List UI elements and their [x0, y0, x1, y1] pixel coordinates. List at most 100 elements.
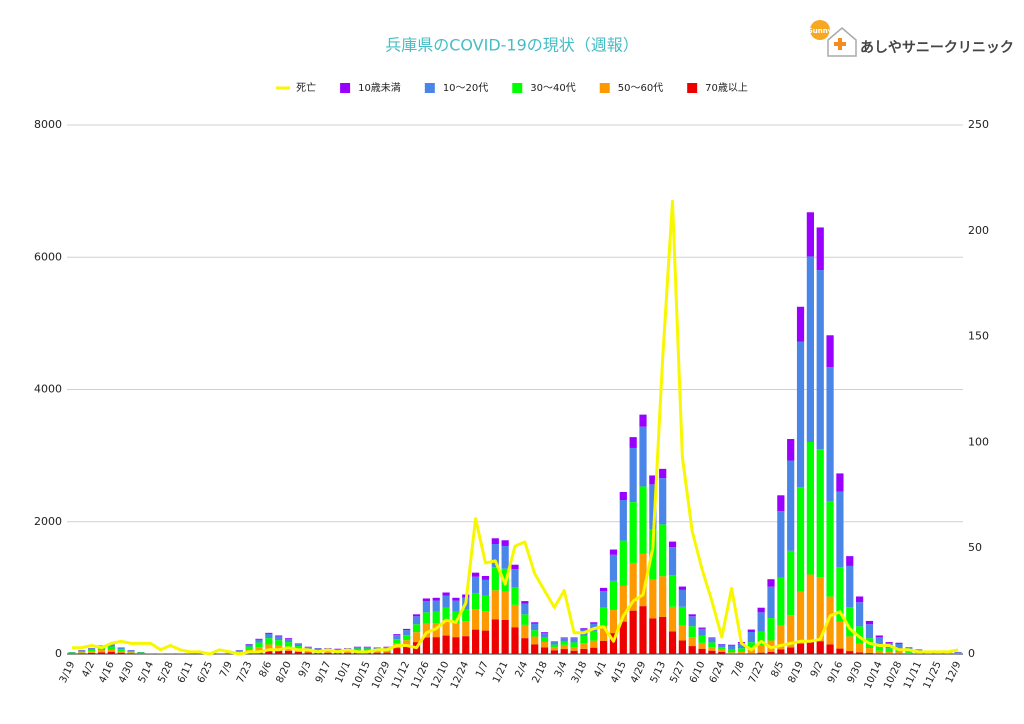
bar-segment — [540, 647, 549, 654]
bar-segment — [796, 643, 805, 654]
x-tick-label: 6/25 — [196, 660, 215, 685]
bar-segment — [609, 610, 618, 634]
y-tick-label: 2000 — [34, 515, 62, 528]
bar-segment — [521, 601, 529, 604]
bar-segment — [363, 648, 371, 651]
bar-segment — [865, 624, 874, 639]
bar-segment — [481, 579, 490, 596]
bar-segment — [757, 645, 765, 653]
bar-segment — [521, 624, 529, 639]
bar-segment — [865, 620, 874, 625]
bar-segment — [462, 609, 470, 622]
bar-segment — [659, 524, 667, 577]
bar-segment — [668, 631, 677, 654]
bar-segment — [432, 637, 440, 654]
bar-segment — [865, 653, 874, 654]
bar-segment — [708, 650, 716, 654]
bar-segment — [88, 651, 96, 653]
bar-segment — [787, 550, 795, 616]
bar-segment — [954, 652, 962, 654]
bar-segment — [580, 628, 588, 630]
bar-segment — [875, 637, 883, 646]
bar-segment — [353, 648, 362, 651]
bar-segment — [639, 486, 647, 554]
y2-tick-label: 50 — [968, 541, 982, 554]
bar-segment — [501, 540, 509, 546]
bar-segment — [363, 647, 371, 649]
bar-segment — [856, 652, 864, 654]
bar-segment — [422, 623, 430, 638]
bar-segment — [747, 653, 755, 654]
bar-segment — [806, 574, 814, 641]
bar-segment — [442, 620, 450, 636]
bar-segment — [875, 650, 883, 654]
x-tick-label: 7/8 — [730, 660, 747, 679]
bar-segment — [629, 610, 637, 654]
bar-segment — [422, 637, 430, 654]
bar-segment — [600, 626, 608, 641]
bar-segment — [412, 624, 421, 633]
bar-segment — [649, 484, 657, 530]
y2-tick-label: 200 — [968, 224, 989, 237]
bar-segment — [472, 609, 480, 630]
death-line — [71, 199, 959, 656]
bar-segment — [511, 587, 519, 605]
bar-segment — [885, 651, 893, 654]
logo-house — [827, 27, 857, 57]
bar-segment — [501, 619, 509, 654]
x-tick-label: 12/9 — [944, 660, 963, 685]
bar-segment — [678, 625, 686, 641]
bar-segment — [708, 637, 716, 639]
bar-segment — [777, 625, 785, 650]
bar-segment — [698, 627, 706, 629]
x-tick-label: 6/24 — [708, 660, 727, 685]
bar-segment — [521, 603, 529, 615]
bar-segment — [531, 623, 539, 631]
bar-segment — [501, 591, 509, 620]
x-tick-label: 9/2 — [809, 660, 826, 679]
bar-segment — [107, 652, 115, 654]
bar-segment — [550, 644, 558, 648]
bar-segment — [708, 647, 716, 651]
bar-segment — [255, 638, 263, 640]
bar-segment — [856, 596, 864, 603]
bar-segment — [570, 637, 578, 639]
bar-segment — [255, 647, 263, 651]
y-tick-label: 0 — [55, 647, 62, 660]
bar-segment — [137, 653, 145, 654]
bar-segment — [540, 637, 549, 642]
x-tick-label: 5/14 — [137, 660, 156, 685]
bar-segment — [826, 367, 834, 501]
bar-segment — [265, 649, 273, 654]
bar-segment — [275, 640, 283, 646]
bar-segment — [117, 652, 125, 654]
bar-segment — [432, 600, 440, 612]
logo-sun — [810, 20, 830, 40]
x-tick-label: 4/16 — [97, 660, 116, 685]
bar-segment — [826, 644, 834, 654]
bar-segment — [127, 650, 135, 652]
bar-segment — [560, 649, 568, 654]
bar-segment — [452, 600, 460, 612]
bar-segment — [816, 270, 824, 450]
bar-segment — [304, 650, 312, 653]
bar-segment — [619, 585, 627, 622]
chart-title: 兵庫県のCOVID-19の現状（週報） — [385, 36, 639, 55]
x-tick-label: 6/10 — [688, 660, 707, 685]
bar-segment — [698, 648, 706, 654]
bar-segment — [68, 653, 76, 654]
x-tick-label: 4/1 — [592, 660, 609, 679]
bar-segment — [757, 612, 765, 632]
bar-segment — [324, 651, 332, 653]
bar-segment — [521, 614, 529, 625]
bar-segment — [403, 646, 411, 654]
bar-segment — [767, 618, 775, 641]
bar-segment — [275, 650, 283, 654]
legend-label: 70歳以上 — [705, 82, 748, 94]
bar-segment — [481, 611, 490, 631]
x-tick-label: 9/30 — [846, 660, 865, 685]
bar-segment — [678, 640, 686, 654]
bar-segment — [826, 500, 834, 597]
bar-segment — [452, 597, 460, 601]
bar-segment — [698, 628, 706, 636]
